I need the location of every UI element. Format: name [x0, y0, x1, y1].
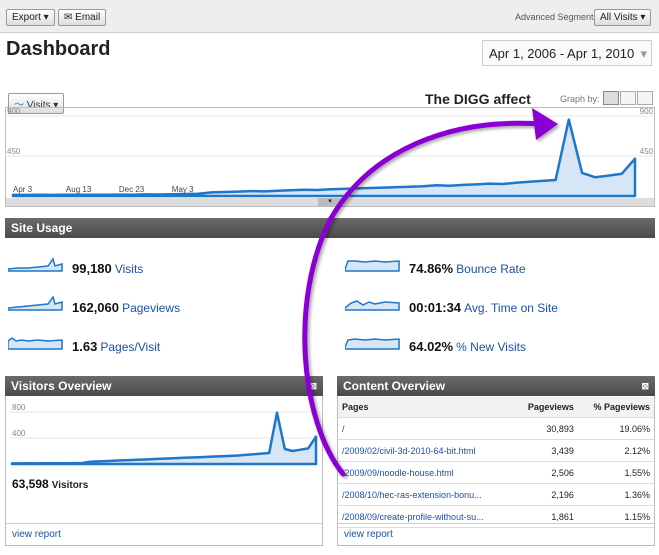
visitors-view-report[interactable]: view report: [12, 529, 61, 540]
metric: 00:01:34 Avg. Time on Site: [409, 300, 558, 315]
metric: 1.63 Pages/Visit: [72, 339, 160, 354]
content-view-report[interactable]: view report: [344, 529, 393, 540]
metric-value: 64.02%: [409, 339, 454, 354]
cell: 3,439: [514, 439, 578, 462]
visitors-total-value: 63,598: [12, 477, 49, 491]
export-label: Export: [12, 12, 41, 23]
segments-button[interactable]: All Visits ▾: [594, 9, 652, 26]
page-link: /2008/10/hec-ras-extension-bonu...: [338, 483, 515, 506]
column-header: Pageviews: [514, 397, 578, 418]
metric: 99,180 Visits: [72, 261, 143, 276]
table-row: /2008/10/hec-ras-extension-bonu... 2,196 1…: [338, 483, 654, 506]
metric-label: Pages/Visit: [100, 340, 161, 354]
cell: 1.36%: [577, 483, 654, 506]
table-row: /30,893 19.06%: [338, 417, 654, 440]
metric-value: 99,180: [72, 261, 112, 276]
y-tick-label: 450: [640, 147, 654, 156]
visitors-total-label: Visitors: [51, 480, 89, 491]
segments-label: Advanced Segments:: [515, 12, 601, 22]
metric: 74.86% Bounce Rate: [409, 261, 526, 276]
area: [11, 118, 637, 198]
cell: 1.55%: [577, 461, 654, 484]
graph-by-buttons[interactable]: [603, 91, 653, 105]
metric-tab[interactable]: 〜 Visits ▾: [8, 93, 65, 114]
chart-scroller[interactable]: ▾: [6, 198, 654, 206]
y-tick-label: 900: [7, 107, 21, 116]
x-tick-label: Apr 3: [13, 185, 33, 194]
cell: 2.12%: [577, 439, 654, 462]
table-row: /2009/02/civil-3d-2010-64-bit.html 3,439 2…: [338, 439, 654, 462]
visitors-header: Visitors Overview ⊠: [5, 376, 323, 396]
metric-value: 00:01:34: [409, 300, 462, 315]
site-usage-header: Site Usage: [5, 218, 655, 238]
metric-value: 162,060: [72, 300, 119, 315]
y-tick-label: 800: [12, 403, 26, 412]
metric-label: Pageviews: [122, 301, 181, 315]
cell: 30,893: [514, 417, 578, 440]
page-link: /2009/02/civil-3d-2010-64-bit.html: [338, 439, 515, 462]
visitors-total: 63,598 Visitors: [12, 477, 88, 491]
date-range[interactable]: Apr 1, 2006 - Apr 1, 2010 ▾: [482, 40, 652, 66]
y-tick-label: 400: [12, 429, 26, 438]
cell: 1.15%: [577, 505, 654, 528]
annotation: The DIGG affect: [425, 91, 531, 107]
content-header: Content Overview ⊠: [337, 376, 655, 396]
metric-label: Bounce Rate: [456, 262, 526, 276]
metric-value: 1.63: [72, 339, 98, 354]
table-row: /2008/09/create-profile-without-su... 1,8…: [338, 505, 654, 528]
graph-by-label: Graph by:: [560, 94, 600, 104]
column-header: Pages: [338, 397, 515, 418]
metric-label: Avg. Time on Site: [464, 301, 558, 315]
metric: 162,060 Pageviews: [72, 300, 180, 315]
page-link: /: [338, 417, 515, 440]
visitors-title: Visitors Overview: [11, 379, 112, 393]
export-button[interactable]: Export ▾: [6, 9, 55, 26]
sparkline: [8, 296, 63, 311]
metric-tab-label: Visits: [26, 100, 51, 111]
metric: 64.02% % New Visits: [409, 339, 526, 354]
column-header: % Pageviews: [577, 397, 654, 418]
table-row: /2009/09/noodle-house.html 2,506 1.55%: [338, 461, 654, 484]
cell: 2,506: [514, 461, 578, 484]
metric-label: % New Visits: [456, 340, 526, 354]
sparkline: [8, 337, 63, 350]
header-row: Pages Pageviews% Pageviews: [338, 397, 654, 418]
x-tick-label: Aug 13: [66, 185, 92, 194]
site-usage-title: Site Usage: [11, 221, 73, 235]
x-tick-label: May 3: [172, 185, 194, 194]
cell: 1,861: [514, 505, 578, 528]
sparkline: [8, 257, 63, 272]
x-tick-label: Dec 23: [119, 185, 145, 194]
visitors-chart: 400 800: [10, 403, 318, 466]
email-label: Email: [75, 12, 101, 23]
metric-label: Visits: [114, 262, 144, 276]
metric-value: 74.86%: [409, 261, 454, 276]
date-range-text: Apr 1, 2006 - Apr 1, 2010: [489, 46, 635, 61]
main-chart: 450 450 900 900 Apr 3 Aug 13 Dec 23 May 3: [5, 107, 655, 198]
content-table-wrap: Pages Pageviews% Pageviews/30,893 19.06%/2…: [338, 397, 654, 528]
page-title: Dashboard: [6, 38, 111, 60]
page-link: /2009/09/noodle-house.html: [338, 461, 515, 484]
y-tick-label: 450: [7, 147, 21, 156]
toolbar: [0, 0, 659, 33]
content-title: Content Overview: [343, 379, 446, 393]
sparkline: [345, 300, 400, 311]
segments-value: All Visits: [600, 12, 638, 23]
area: [10, 411, 318, 466]
y-tick-label: 900: [640, 107, 654, 116]
email-button[interactable]: ✉ Email: [58, 9, 107, 26]
cell: 2,196: [514, 483, 578, 506]
sparkline: [345, 338, 400, 350]
sparkline: [345, 260, 400, 272]
content-table: Pages Pageviews% Pageviews/30,893 19.06%/2…: [338, 397, 654, 528]
cell: 19.06%: [577, 417, 654, 440]
page-link: /2008/09/create-profile-without-su...: [338, 505, 515, 528]
